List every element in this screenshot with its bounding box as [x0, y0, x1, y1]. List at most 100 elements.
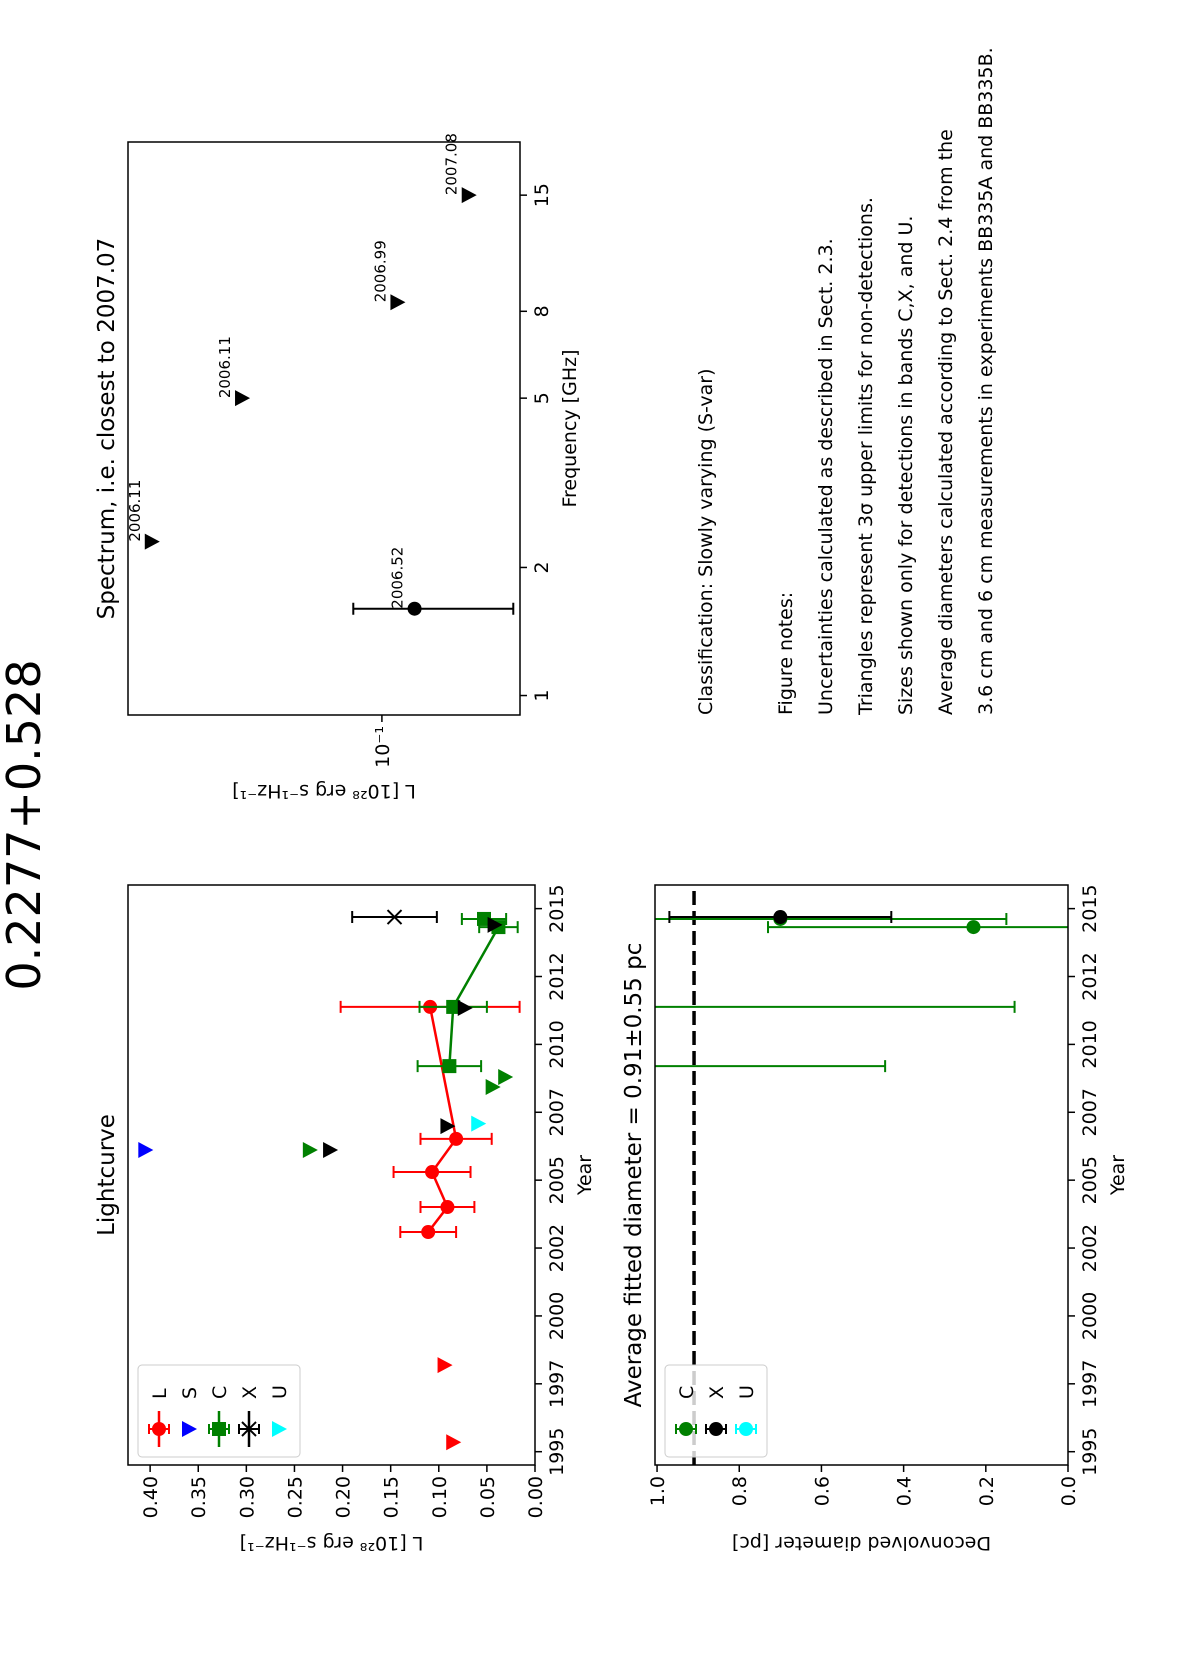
upper-limit-marker [446, 1434, 462, 1451]
error-bar [352, 602, 515, 615]
legend-marker [212, 1422, 226, 1436]
x-tick-label: 2015 [1079, 884, 1101, 932]
upper-limit-marker [437, 1357, 453, 1374]
x-tick-label: 2007 [1079, 1088, 1101, 1136]
x-axis-label: Year [1107, 1155, 1129, 1196]
legend-label: C [676, 1386, 698, 1399]
point-annotation: 2006.52 [389, 547, 407, 609]
legend-marker [182, 1421, 197, 1437]
plot-area [138, 909, 521, 1451]
upper-limit-marker [440, 1118, 456, 1135]
y-tick-label: 10⁻¹ [372, 726, 394, 768]
upper-limit-marker [471, 1115, 487, 1132]
y-axis-label: Deconvolved diameter [pc] [732, 1532, 991, 1554]
legend-label: C [209, 1386, 231, 1399]
x-tick-label: 2010 [1079, 1020, 1101, 1068]
upper-limit-marker [461, 187, 477, 204]
x-tick-label: 2000 [546, 1292, 568, 1340]
legend-label: X [706, 1386, 728, 1399]
x-tick-label: 2010 [546, 1020, 568, 1068]
upper-limit-marker [498, 1068, 514, 1085]
marker [446, 999, 461, 1014]
marker [449, 1131, 464, 1146]
legend-label: L [149, 1388, 171, 1399]
x-tick-label: 2012 [1079, 952, 1101, 1000]
upper-limit-marker [457, 1000, 473, 1017]
x-tick-label: 1997 [546, 1360, 568, 1408]
x-tick-label: 2015 [546, 884, 568, 932]
y-tick-label: 0.30 [236, 1476, 258, 1518]
axes-frame [127, 141, 521, 716]
legend-marker [709, 1422, 723, 1436]
x-tick-label: 2005 [1079, 1156, 1101, 1204]
marker [407, 601, 422, 616]
marker [421, 1225, 436, 1240]
upper-limit-marker [235, 390, 251, 407]
marker [773, 910, 788, 925]
point-annotation: 2006.11 [216, 336, 234, 398]
y-tick-label: 1.0 [647, 1476, 669, 1506]
y-tick-label: 0.25 [284, 1476, 306, 1518]
legend-marker [241, 1421, 257, 1437]
upper-limit-marker [485, 1079, 501, 1096]
y-tick-label: 0.35 [188, 1476, 210, 1518]
figure-note: Average diameters calculated according t… [935, 129, 957, 715]
marker [425, 1165, 440, 1180]
figure-note: 3.6 cm and 6 cm measurements in experime… [975, 47, 997, 715]
error-bar [655, 1060, 887, 1073]
x-tick-label: 1995 [546, 1428, 568, 1476]
upper-limit-marker [144, 533, 160, 550]
upper-limit-marker [138, 1142, 154, 1159]
x-tick-label: 2005 [546, 1156, 568, 1204]
marker [386, 909, 403, 925]
x-tick-label: 5 [531, 392, 553, 404]
x-axis-label: Year [574, 1155, 596, 1196]
legend-marker [739, 1422, 753, 1436]
legend-label: S [179, 1387, 201, 1399]
marker [440, 1200, 455, 1215]
classification: Classification: Slowly varying (S-var) [695, 368, 717, 715]
upper-limit-marker [323, 1142, 339, 1159]
x-tick-label: 2002 [546, 1224, 568, 1272]
y-tick-label: 0.05 [477, 1476, 499, 1518]
legend-marker [152, 1422, 166, 1436]
axes-frame [127, 884, 536, 1466]
marker [442, 1059, 457, 1074]
rotated-figure: 0.2277+0.528 Classification: Slowly vary… [0, 47, 1129, 1554]
upper-limit-marker [302, 1142, 318, 1159]
x-tick-label: 2000 [1079, 1292, 1101, 1340]
legend-marker [272, 1421, 287, 1437]
legend-marker [679, 1422, 693, 1436]
point-annotation: 2006.99 [371, 240, 389, 302]
figure-note: Triangles represent 3σ upper limits for … [855, 197, 877, 716]
x-tick-label: 2 [531, 561, 553, 573]
figure-note: Uncertainties calculated as described in… [815, 238, 837, 715]
figure-title: 0.2277+0.528 [0, 659, 51, 990]
x-tick-label: 1995 [1079, 1428, 1101, 1476]
y-tick-label: 0.40 [140, 1476, 162, 1518]
chart-title: Lightcurve [94, 1114, 120, 1236]
legend-label: U [269, 1385, 291, 1399]
x-tick-label: 8 [531, 305, 553, 317]
legend-label: X [239, 1386, 261, 1399]
x-tick-label: 1 [531, 689, 553, 701]
plot-area [144, 187, 515, 616]
legend-box [664, 1364, 768, 1458]
axes-frame [654, 884, 1069, 1466]
x-tick-label: 2012 [546, 952, 568, 1000]
y-tick-label: 0.4 [894, 1476, 916, 1506]
chart-title: Spectrum, i.e. closest to 2007.07 [94, 238, 120, 620]
y-tick-label: 0.0 [1058, 1476, 1080, 1506]
x-tick-label: 2007 [546, 1088, 568, 1136]
point-annotation: 2007.08 [443, 133, 461, 195]
point-annotation: 2006.11 [126, 480, 144, 542]
y-tick-label: 0.6 [811, 1476, 833, 1506]
series-line [448, 917, 501, 1067]
x-axis-label: Frequency [GHz] [559, 349, 581, 507]
marker [966, 920, 981, 935]
figure-note: Figure notes: [775, 592, 797, 715]
legend-label: U [736, 1385, 758, 1399]
error-bar [655, 1000, 1016, 1013]
y-tick-label: 0.8 [729, 1476, 751, 1506]
